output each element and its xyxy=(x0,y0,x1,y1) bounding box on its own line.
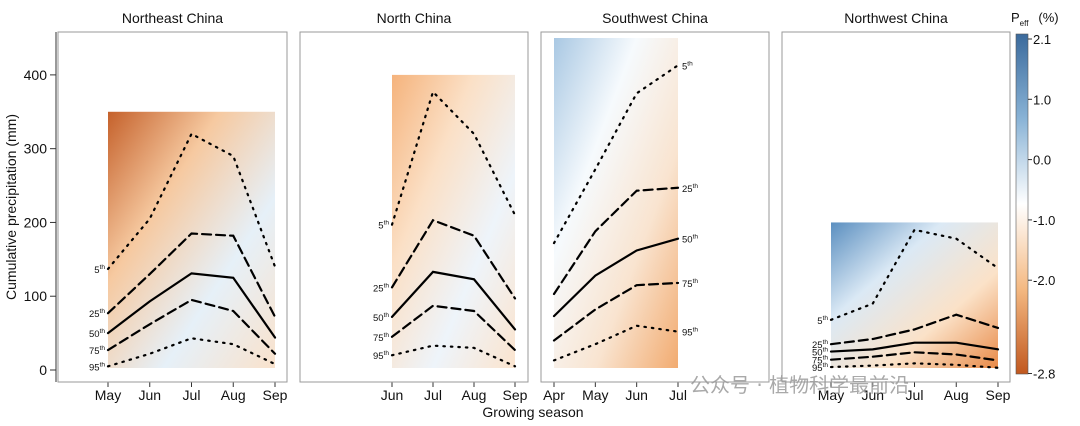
series-label: 75th xyxy=(682,278,698,290)
effect-field xyxy=(392,74,515,368)
colorbar-tick-label: 1.0 xyxy=(1033,92,1051,107)
series-95th-line xyxy=(552,324,680,362)
panel-northwest-china: Northwest China May Jun Jul Aug Sep 5th 25th50t… xyxy=(781,10,1011,403)
series-95th-line xyxy=(390,344,517,368)
series-label: 5th xyxy=(682,60,693,72)
x-tick-label: Aug xyxy=(462,387,487,403)
y-tick-label: 200 xyxy=(24,214,48,230)
x-tick-label: Jun xyxy=(381,387,404,403)
panel-southwest-china: Southwest China Apr May Jun Jul 5th 25th 50th 75… xyxy=(540,10,770,403)
series-label: 75th xyxy=(812,355,828,367)
effect-field xyxy=(554,38,678,368)
legend-title-unit: (%) xyxy=(1038,10,1058,25)
series-label: 25th xyxy=(682,183,698,195)
x-tick-label: Sep xyxy=(986,387,1011,403)
y-axis-label: Cumulative precipitation (mm) xyxy=(3,114,19,300)
panel-title: Northeast China xyxy=(122,10,223,26)
series-75th-line xyxy=(106,298,277,355)
colorbar-tick-label: -1.0 xyxy=(1033,213,1055,228)
y-axis: 0 100 200 300 400 Cumulative precipitation (… xyxy=(3,32,57,382)
series-5th-line xyxy=(390,89,517,226)
watermark: 公众号 · 植物科学最前沿 xyxy=(690,373,909,397)
series-label: 95th xyxy=(373,350,389,362)
series-95th-line xyxy=(106,337,277,368)
x-tick-label: Jun xyxy=(138,387,161,403)
x-tick-label: Jun xyxy=(625,387,648,403)
series-label: 25th xyxy=(89,308,105,320)
series-label: 75th xyxy=(373,332,389,344)
legend-title-main: P xyxy=(1011,10,1020,25)
series-50th-line xyxy=(552,237,680,318)
colorbar-tick-label: 2.1 xyxy=(1033,32,1051,47)
legend-title-sub: eff xyxy=(1020,19,1030,28)
series-label: 50th xyxy=(373,312,389,324)
series-75th-line xyxy=(552,281,680,342)
colorbar-tick-label: 0.0 xyxy=(1033,153,1051,168)
series-95th-line xyxy=(829,362,1000,369)
x-tick-label: Jul xyxy=(906,387,924,403)
x-tick-label: Aug xyxy=(221,387,246,403)
x-tick-label: Jul xyxy=(669,387,687,403)
x-tick-label: Jun xyxy=(861,387,884,403)
series-label: 5th xyxy=(817,315,828,327)
series-label: 95th xyxy=(682,327,698,339)
series-5th-line xyxy=(829,228,1000,321)
series-5th-line xyxy=(552,64,680,245)
x-tick-label: May xyxy=(95,387,121,403)
panel-north-china: North China Jun Jul Aug Sep 5th 25th 50th 75th 95… xyxy=(299,10,529,403)
panel-title: North China xyxy=(377,10,452,26)
series-label: 95th xyxy=(89,361,105,373)
colorbar xyxy=(1015,33,1029,375)
y-tick-label: 400 xyxy=(24,67,48,83)
x-tick-label: Aug xyxy=(944,387,969,403)
series-label: 50th xyxy=(812,347,828,359)
x-tick-label: Sep xyxy=(263,387,288,403)
series-75th-line xyxy=(390,304,517,352)
x-tick-label: Apr xyxy=(543,387,565,403)
panel-northeast-china: Northeast China May Jun Jul Aug Sep 5th 25th 50t… xyxy=(57,10,288,403)
x-tick-label: May xyxy=(818,387,844,403)
panel-title: Southwest China xyxy=(602,10,708,26)
series-50th-line xyxy=(390,270,517,331)
series-50th-line xyxy=(829,341,1000,353)
series-label: 25th xyxy=(373,282,389,294)
x-tick-label: May xyxy=(582,387,608,403)
x-tick-label: Sep xyxy=(503,387,528,403)
series-label: 5th xyxy=(94,264,105,276)
series-25th-line xyxy=(552,186,680,296)
y-tick-label: 100 xyxy=(24,288,48,304)
series-25th-line xyxy=(390,218,517,300)
y-tick-label: 0 xyxy=(39,362,47,378)
series-label: 5th xyxy=(378,220,389,232)
x-axis-label: Growing season xyxy=(482,404,583,420)
series-25th-line xyxy=(106,232,277,318)
series-5th-line xyxy=(106,132,277,271)
x-tick-label: Jul xyxy=(424,387,442,403)
series-label: 50th xyxy=(682,234,698,246)
colorbar-tick-label: -2.0 xyxy=(1033,273,1055,288)
x-tick-label: Jul xyxy=(183,387,201,403)
series-label: 25th xyxy=(812,339,828,351)
series-75th-line xyxy=(829,351,1000,362)
series-label: 95th xyxy=(812,362,828,374)
colorbar-tick-label: -2.8 xyxy=(1033,367,1055,382)
series-label: 50th xyxy=(89,328,105,340)
series-label: 75th xyxy=(89,345,105,357)
colorbar-legend: Peff (%) 2.1 1.0 0.0 -1.0 -2.0 -2.8 xyxy=(1011,10,1059,382)
legend-title: Peff (%) xyxy=(1011,10,1059,28)
series-25th-line xyxy=(829,313,1000,346)
panel-title: Northwest China xyxy=(844,10,948,26)
series-50th-line xyxy=(106,272,277,339)
y-tick-label: 300 xyxy=(24,141,48,157)
